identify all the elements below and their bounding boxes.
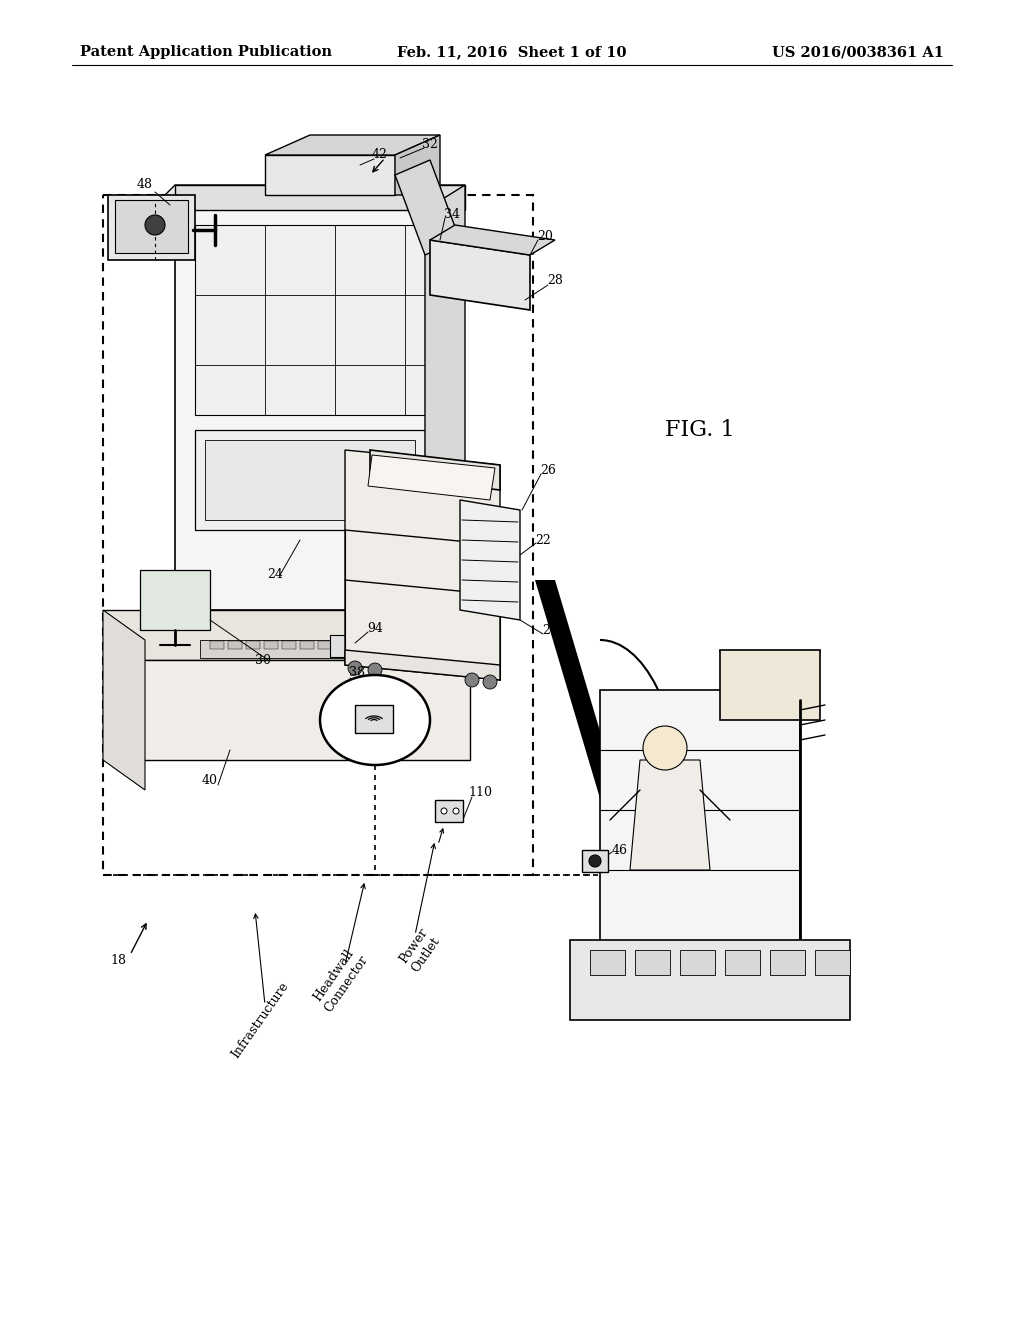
Text: 40: 40 (202, 774, 218, 787)
Text: Headwall
Connector: Headwall Connector (309, 945, 371, 1015)
Bar (330, 635, 362, 657)
Bar (318, 642, 332, 649)
Polygon shape (265, 135, 440, 154)
Bar (264, 642, 278, 649)
Circle shape (465, 673, 479, 686)
Polygon shape (368, 455, 495, 500)
Polygon shape (195, 430, 425, 531)
Text: US 2016/0038361 A1: US 2016/0038361 A1 (772, 45, 944, 59)
Polygon shape (103, 660, 470, 760)
Text: 42: 42 (372, 149, 388, 161)
Text: 36: 36 (397, 709, 413, 722)
Polygon shape (155, 185, 465, 205)
Polygon shape (460, 500, 520, 620)
Bar (103, 195, 534, 875)
Text: 38: 38 (349, 667, 365, 680)
Bar (210, 642, 224, 649)
Bar (228, 642, 242, 649)
Circle shape (348, 661, 362, 675)
Text: 48: 48 (137, 178, 153, 191)
Text: 28: 28 (542, 623, 558, 636)
Polygon shape (175, 185, 465, 210)
Bar (246, 642, 260, 649)
Polygon shape (265, 154, 395, 195)
Text: 94: 94 (367, 622, 383, 635)
Text: 18: 18 (110, 953, 126, 966)
Bar (354, 642, 368, 649)
Text: Feb. 11, 2016  Sheet 1 of 10: Feb. 11, 2016 Sheet 1 of 10 (397, 45, 627, 59)
Polygon shape (370, 450, 500, 490)
Text: 20: 20 (537, 231, 553, 243)
Bar (390, 642, 404, 649)
Text: 28: 28 (547, 273, 563, 286)
Polygon shape (720, 649, 820, 719)
Polygon shape (395, 135, 440, 195)
Bar (355, 705, 393, 733)
Bar (300, 642, 314, 649)
Polygon shape (570, 940, 850, 1020)
Polygon shape (535, 579, 680, 1001)
Bar (635, 950, 670, 975)
Circle shape (441, 808, 447, 814)
Polygon shape (175, 210, 440, 610)
Bar (815, 950, 850, 975)
Polygon shape (205, 440, 415, 520)
Text: 30: 30 (255, 653, 271, 667)
Text: 24: 24 (267, 569, 283, 582)
Bar (725, 950, 760, 975)
Bar (336, 642, 350, 649)
Polygon shape (140, 570, 210, 630)
Polygon shape (345, 649, 500, 680)
Circle shape (483, 675, 497, 689)
Polygon shape (195, 224, 425, 414)
Bar (435, 800, 463, 822)
Circle shape (589, 855, 601, 867)
Bar (372, 642, 386, 649)
Text: FIG. 1: FIG. 1 (666, 418, 735, 441)
Polygon shape (395, 160, 460, 255)
Circle shape (145, 215, 165, 235)
Text: 22: 22 (536, 533, 551, 546)
Polygon shape (430, 224, 555, 255)
Bar (770, 950, 805, 975)
Bar (680, 950, 715, 975)
Bar (426, 642, 440, 649)
Text: Power
Outlet: Power Outlet (397, 925, 442, 974)
Polygon shape (103, 610, 470, 660)
Polygon shape (115, 201, 188, 253)
Bar (582, 850, 608, 873)
Circle shape (453, 808, 459, 814)
Bar (282, 642, 296, 649)
Ellipse shape (319, 675, 430, 766)
Polygon shape (345, 450, 500, 680)
Text: 34: 34 (444, 209, 460, 222)
Polygon shape (600, 690, 800, 950)
Bar (408, 642, 422, 649)
Text: 46: 46 (612, 843, 628, 857)
Circle shape (368, 663, 382, 677)
Polygon shape (200, 640, 450, 657)
Polygon shape (430, 240, 530, 310)
Text: 110: 110 (468, 787, 492, 800)
Circle shape (643, 726, 687, 770)
Polygon shape (103, 610, 145, 789)
Text: 32: 32 (422, 139, 438, 152)
Bar (590, 950, 625, 975)
Text: Infrastructure: Infrastructure (229, 979, 291, 1060)
Polygon shape (108, 195, 195, 260)
Polygon shape (425, 185, 465, 610)
Text: Patent Application Publication: Patent Application Publication (80, 45, 332, 59)
Text: 26: 26 (540, 463, 556, 477)
Polygon shape (630, 760, 710, 870)
